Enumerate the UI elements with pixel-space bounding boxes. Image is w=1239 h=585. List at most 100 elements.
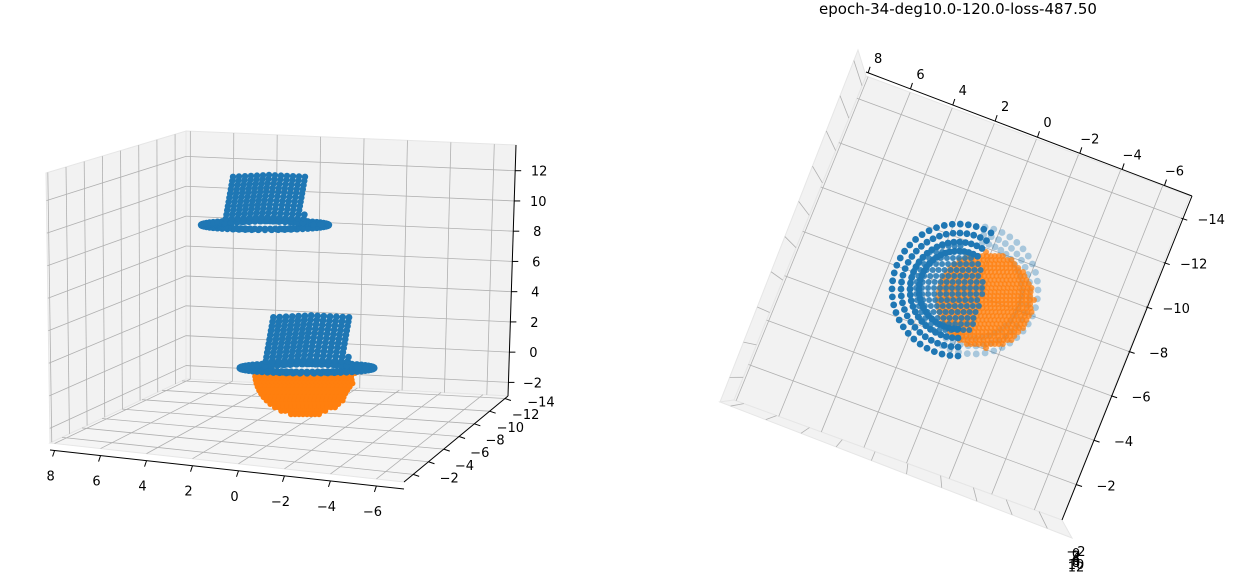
right-crown-point bbox=[975, 261, 982, 267]
left-grid-z-back bbox=[185, 245, 513, 262]
right-front-hat-point bbox=[983, 237, 990, 245]
right-crown-point bbox=[946, 321, 953, 327]
left-z-axis-line bbox=[507, 144, 517, 397]
right-back-hat-point bbox=[1032, 304, 1039, 312]
right-back-hat-point bbox=[995, 236, 1002, 244]
right-back-hat-point bbox=[1032, 268, 1039, 276]
right-back-hat-point bbox=[1019, 245, 1027, 253]
left-grid-x-floor bbox=[330, 392, 442, 475]
right-z-tick-label: 4 bbox=[1072, 552, 1080, 567]
left-grid-x-wall bbox=[65, 166, 70, 434]
left-grid-z-back bbox=[185, 305, 511, 323]
left-upper-hat-crown-point bbox=[247, 172, 255, 180]
left-x-tick-label: −4 bbox=[317, 500, 336, 515]
left-lower-hat-crown-point bbox=[320, 312, 328, 320]
right-grid-x bbox=[778, 92, 911, 417]
left-lower-hat-crown-point bbox=[326, 313, 334, 320]
right-y-tick bbox=[1110, 395, 1118, 399]
left-sphere-point bbox=[332, 404, 338, 411]
right-crown-point bbox=[963, 249, 970, 255]
right-front-hat-point bbox=[967, 240, 975, 248]
left-grid-z-side bbox=[46, 156, 187, 202]
left-grid-z-side bbox=[47, 245, 187, 299]
left-grid-x-wall bbox=[101, 156, 106, 418]
right-front-hat-point bbox=[962, 239, 969, 246]
right-crown-point bbox=[926, 297, 933, 303]
left-lower-hat-brim-point bbox=[354, 364, 362, 371]
right-crown-point bbox=[951, 249, 958, 255]
right-x-tick bbox=[909, 82, 913, 90]
right-front-hat-point bbox=[946, 352, 954, 359]
right-y-tick-label: −4 bbox=[1114, 435, 1133, 450]
right-grid-side bbox=[973, 487, 978, 502]
right-crown-point bbox=[915, 273, 922, 279]
right-back-hat-point bbox=[963, 350, 971, 358]
right-crown-point bbox=[956, 297, 963, 303]
right-x-tick-label: −2 bbox=[1080, 132, 1099, 147]
right-crown-point bbox=[968, 297, 975, 303]
right-crown-point bbox=[973, 279, 980, 285]
right-x-tick-label: 6 bbox=[916, 68, 924, 83]
right-front-hat-point bbox=[976, 234, 984, 241]
right-crown-point bbox=[915, 303, 922, 309]
right-front-hat-point bbox=[893, 261, 901, 269]
right-crown-point bbox=[979, 279, 986, 285]
left-grid-z-side bbox=[49, 365, 187, 429]
right-front-hat-point bbox=[889, 277, 897, 285]
right-crown-point bbox=[957, 243, 964, 249]
left-grid-y-floor bbox=[81, 427, 429, 463]
right-crown-point bbox=[950, 297, 957, 303]
right-crown-point bbox=[964, 315, 971, 321]
right-crown-point bbox=[963, 273, 970, 279]
right-crown-point bbox=[937, 285, 944, 291]
left-z-tick-label: 8 bbox=[533, 225, 541, 240]
right-x-tick-label: 0 bbox=[1043, 116, 1051, 131]
right-front-hat-point bbox=[923, 238, 931, 246]
right-grid-side bbox=[1038, 511, 1048, 529]
right-front-hat-point bbox=[978, 245, 986, 252]
left-x-tick bbox=[190, 465, 193, 472]
right-crown-point bbox=[933, 303, 940, 309]
right-back-hat-point bbox=[998, 229, 1006, 236]
right-x-tick-label: 8 bbox=[874, 52, 882, 67]
left-x-tick bbox=[98, 455, 102, 462]
left-x-tick bbox=[236, 470, 239, 477]
left-z-tick-label: 2 bbox=[530, 316, 538, 331]
left-y-tick-label: −12 bbox=[512, 408, 539, 423]
right-crown-point bbox=[936, 309, 943, 315]
right-crown-point bbox=[937, 291, 944, 297]
right-crown-point bbox=[961, 291, 968, 297]
right-sphere-point bbox=[983, 345, 989, 351]
right-grid-side bbox=[812, 165, 823, 184]
right-y-axis-line bbox=[1061, 195, 1193, 521]
right-x-axis-line bbox=[865, 71, 1193, 197]
right-crown-point bbox=[966, 309, 973, 315]
left-upper-hat-brim-point bbox=[266, 225, 274, 232]
right-crown-point bbox=[969, 303, 976, 309]
left-grid-x-wall bbox=[83, 161, 88, 426]
right-crown-point bbox=[961, 279, 968, 285]
left-upper-hat-brim-point bbox=[261, 225, 269, 232]
right-crown-point bbox=[937, 255, 944, 261]
right-front-hat-point bbox=[906, 241, 914, 249]
right-grid-x bbox=[820, 107, 953, 433]
left-x-tick bbox=[327, 480, 331, 488]
left-grid-x-wall bbox=[138, 145, 141, 401]
right-crown-point bbox=[967, 291, 974, 297]
right-grid-side bbox=[743, 341, 757, 346]
left-upper-hat-brim-point bbox=[310, 221, 317, 228]
left-grid-back-vertical bbox=[486, 144, 495, 395]
right-grid-y bbox=[856, 97, 1182, 219]
right-crown-point bbox=[936, 327, 943, 333]
right-crown-point bbox=[970, 321, 977, 327]
left-upper-hat-brim-point bbox=[256, 225, 264, 232]
right-crown-point bbox=[931, 255, 938, 261]
left-grid-z-side bbox=[49, 335, 187, 397]
right-front-hat-point bbox=[899, 323, 907, 331]
left-grid-x-floor bbox=[376, 394, 484, 480]
right-crown-point bbox=[940, 315, 947, 321]
right-crown-point bbox=[957, 249, 964, 255]
right-crown-point bbox=[919, 279, 926, 285]
right-y-tick-label: −8 bbox=[1149, 346, 1168, 361]
